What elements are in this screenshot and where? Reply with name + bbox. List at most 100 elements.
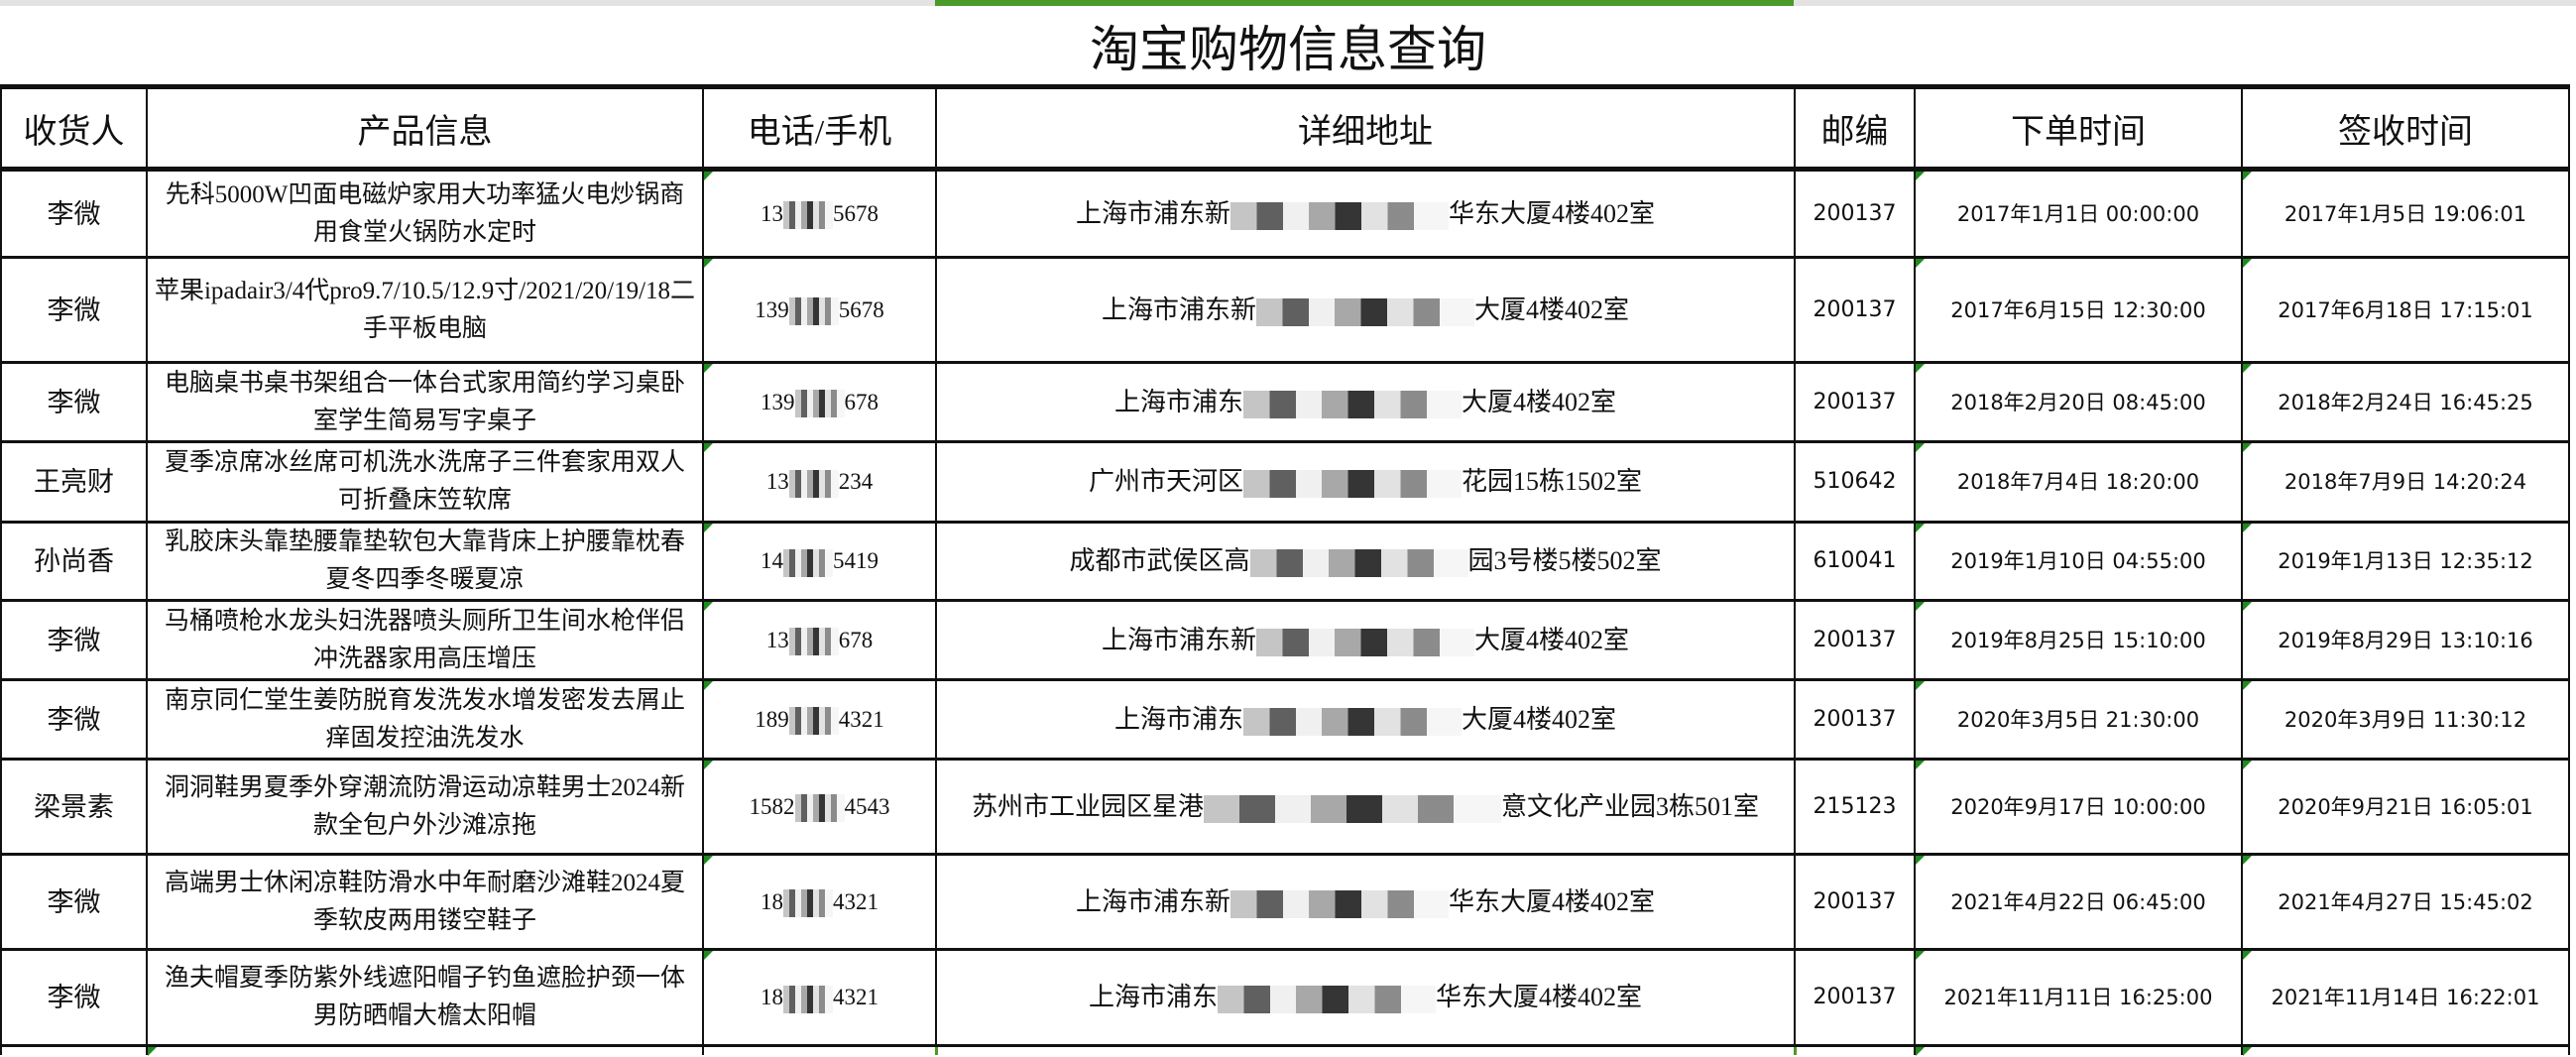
sign-time-cell[interactable]: 2017年1月5日 19:06:01	[2241, 168, 2570, 259]
phone-cell[interactable]: 139 678	[702, 361, 937, 443]
redaction-mosaic	[788, 628, 839, 656]
zip-cell[interactable]: 510642	[1794, 440, 1916, 524]
selected-column-indicator[interactable]	[935, 0, 1794, 6]
zip-cell[interactable]: 215123	[1794, 758, 1916, 856]
order-time-cell[interactable]: 2017年6月15日 12:30:00	[1914, 256, 2243, 364]
zip-cell[interactable]: 200137	[1794, 168, 1916, 259]
order-time-cell[interactable]: 2019年1月10日 04:55:00	[1914, 521, 2243, 602]
recipient-cell[interactable]: 梁景素	[0, 758, 148, 856]
sign-time-cell[interactable]: 2018年2月24日 16:45:25	[2241, 361, 2570, 443]
order-time-cell[interactable]: 2017年1月1日 00:00:00	[1914, 168, 2243, 259]
recipient-cell[interactable]: 王亮财	[0, 440, 148, 524]
address-cell[interactable]: 上海市浦东 华东大厦4楼402室	[935, 948, 1796, 1047]
header-recipient[interactable]: 收货人	[0, 84, 148, 172]
address-cell[interactable]: 苏州市工业园区星港 意文化产业园3栋501室	[935, 758, 1796, 856]
phone-suffix: 4321	[833, 985, 878, 1009]
phone-cell[interactable]: 13 234	[702, 440, 937, 524]
header-zip[interactable]: 邮编	[1794, 84, 1916, 172]
empty-cell[interactable]	[1794, 1044, 1916, 1055]
table-row: 李微 高端男士休闲凉鞋防滑水中年耐磨沙滩鞋2024夏季软皮两用镂空鞋子 18 4321…	[0, 853, 2570, 951]
zip-cell[interactable]: 610041	[1794, 521, 1916, 602]
header-product[interactable]: 产品信息	[146, 84, 704, 172]
header-address[interactable]: 详细地址	[935, 84, 1796, 172]
phone-cell[interactable]: 13 5678	[702, 168, 937, 259]
address-cell[interactable]: 成都市武侯区高 园3号楼5楼502室	[935, 521, 1796, 602]
order-time-cell[interactable]: 2019年8月25日 15:10:00	[1914, 599, 2243, 681]
recipient-cell[interactable]: 李微	[0, 853, 148, 951]
sign-time-cell[interactable]: 2021年11月14日 16:22:01	[2241, 948, 2570, 1047]
address-cell[interactable]: 上海市浦东新 华东大厦4楼402室	[935, 168, 1796, 259]
zip-cell[interactable]: 200137	[1794, 599, 1916, 681]
recipient-cell[interactable]: 李微	[0, 948, 148, 1047]
header-phone[interactable]: 电话/手机	[702, 84, 937, 172]
address-cell[interactable]: 上海市浦东新 大厦4楼402室	[935, 256, 1796, 364]
sign-time-cell[interactable]: 2017年6月18日 17:15:01	[2241, 256, 2570, 364]
address-cell[interactable]: 上海市浦东 大厦4楼402室	[935, 678, 1796, 761]
empty-cell[interactable]	[702, 1044, 937, 1055]
recipient-cell[interactable]: 李微	[0, 168, 148, 259]
redaction-mosaic	[783, 201, 833, 230]
recipient-cell[interactable]: 李微	[0, 256, 148, 364]
recipient-cell[interactable]: 李微	[0, 361, 148, 443]
selected-cell[interactable]	[934, 1044, 1797, 1055]
empty-cell[interactable]	[146, 1044, 704, 1057]
address-suffix: 华东大厦4楼402室	[1436, 983, 1643, 1011]
product-cell[interactable]: 渔夫帽夏季防紫外线遮阳帽子钓鱼遮脸护颈一体男防晒帽大檐太阳帽	[146, 948, 704, 1047]
product-cell[interactable]: 高端男士休闲凉鞋防滑水中年耐磨沙滩鞋2024夏季软皮两用镂空鞋子	[146, 853, 704, 951]
product-cell[interactable]: 夏季凉席冰丝席可机洗水洗席子三件套家用双人可折叠床笠软席	[146, 440, 704, 524]
phone-cell[interactable]: 189 4321	[702, 678, 937, 761]
sign-time-cell[interactable]: 2019年8月29日 13:10:16	[2241, 599, 2570, 681]
product-cell[interactable]: 电脑桌书桌书架组合一体台式家用简约学习桌卧室学生简易写字桌子	[146, 361, 704, 443]
sign-time-cell[interactable]: 2020年3月9日 11:30:12	[2241, 678, 2570, 761]
product-cell[interactable]: 苹果ipadair3/4代pro9.7/10.5/12.9寸/2021/20/1…	[146, 256, 704, 364]
product-cell[interactable]: 乳胶床头靠垫腰靠垫软包大靠背床上护腰靠枕春夏冬四季冬暖夏凉	[146, 521, 704, 602]
sign-time-cell[interactable]: 2020年9月21日 16:05:01	[2241, 758, 2570, 856]
product-cell[interactable]: 南京同仁堂生姜防脱育发洗发水增发密发去屑止痒固发控油洗发水	[146, 678, 704, 761]
header-order-time[interactable]: 下单时间	[1914, 84, 2243, 172]
zip-cell[interactable]: 200137	[1794, 256, 1916, 364]
phone-cell[interactable]: 18 4321	[702, 853, 937, 951]
column-header-bar	[0, 0, 2576, 6]
order-time-cell[interactable]: 2020年3月5日 21:30:00	[1914, 678, 2243, 761]
product-cell[interactable]: 先科5000W凹面电磁炉家用大功率猛火电炒锅商用食堂火锅防水定时	[146, 168, 704, 259]
zip-cell[interactable]: 200137	[1794, 948, 1916, 1047]
recipient-cell[interactable]: 孙尚香	[0, 521, 148, 602]
zip-cell[interactable]: 200137	[1794, 853, 1916, 951]
address-suffix: 华东大厦4楼402室	[1449, 198, 1656, 228]
address-cell[interactable]: 上海市浦东新 大厦4楼402室	[935, 599, 1796, 681]
header-sign-time[interactable]: 签收时间	[2241, 84, 2570, 172]
empty-cell[interactable]	[1914, 1044, 2243, 1057]
empty-cell[interactable]	[2241, 1044, 2570, 1057]
phone-cell[interactable]: 18 4321	[702, 948, 937, 1047]
phone-prefix: 139	[755, 296, 789, 322]
order-time-cell[interactable]: 2018年7月4日 18:20:00	[1914, 440, 2243, 524]
zip-cell[interactable]: 200137	[1794, 361, 1916, 443]
address-cell[interactable]: 上海市浦东新 华东大厦4楼402室	[935, 853, 1796, 951]
redaction-mosaic	[1243, 470, 1462, 499]
order-time-cell[interactable]: 2018年2月20日 08:45:00	[1914, 361, 2243, 443]
phone-cell[interactable]: 13 678	[702, 599, 937, 681]
sign-time-cell[interactable]: 2021年4月27日 15:45:02	[2241, 853, 2570, 951]
sheet-title[interactable]: 淘宝购物信息查询	[1090, 22, 1486, 77]
product-cell[interactable]: 洞洞鞋男夏季外穿潮流防滑运动凉鞋男士2024新款全包户外沙滩凉拖	[146, 758, 704, 856]
empty-cell[interactable]	[0, 1044, 148, 1055]
recipient-cell[interactable]: 李微	[0, 678, 148, 761]
phone-cell[interactable]: 14 5419	[702, 521, 937, 602]
zip-cell[interactable]: 200137	[1794, 678, 1916, 761]
address-cell[interactable]: 广州市天河区 花园15栋1502室	[935, 440, 1796, 524]
address-prefix: 苏州市工业园区星港	[971, 791, 1204, 821]
phone-suffix: 5678	[838, 296, 884, 322]
order-time-cell[interactable]: 2021年11月11日 16:25:00	[1914, 948, 2243, 1047]
product-cell[interactable]: 马桶喷枪水龙头妇洗器喷头厕所卫生间水枪伴侣冲洗器家用高压增压	[146, 599, 704, 681]
recipient-cell[interactable]: 李微	[0, 599, 148, 681]
phone-cell[interactable]: 139 5678	[702, 256, 937, 364]
phone-suffix: 678	[838, 627, 874, 652]
sign-time-cell[interactable]: 2018年7月9日 14:20:24	[2241, 440, 2570, 524]
redaction-mosaic	[788, 469, 839, 498]
order-time-cell[interactable]: 2020年9月17日 10:00:00	[1914, 758, 2243, 856]
phone-cell[interactable]: 1582 4543	[702, 758, 937, 856]
address-cell[interactable]: 上海市浦东 大厦4楼402室	[935, 361, 1796, 443]
table-row: 李微 马桶喷枪水龙头妇洗器喷头厕所卫生间水枪伴侣冲洗器家用高压增压 13 678 上海市…	[0, 599, 2570, 681]
sign-time-cell[interactable]: 2019年1月13日 12:35:12	[2241, 521, 2570, 602]
order-time-cell[interactable]: 2021年4月22日 06:45:00	[1914, 853, 2243, 951]
